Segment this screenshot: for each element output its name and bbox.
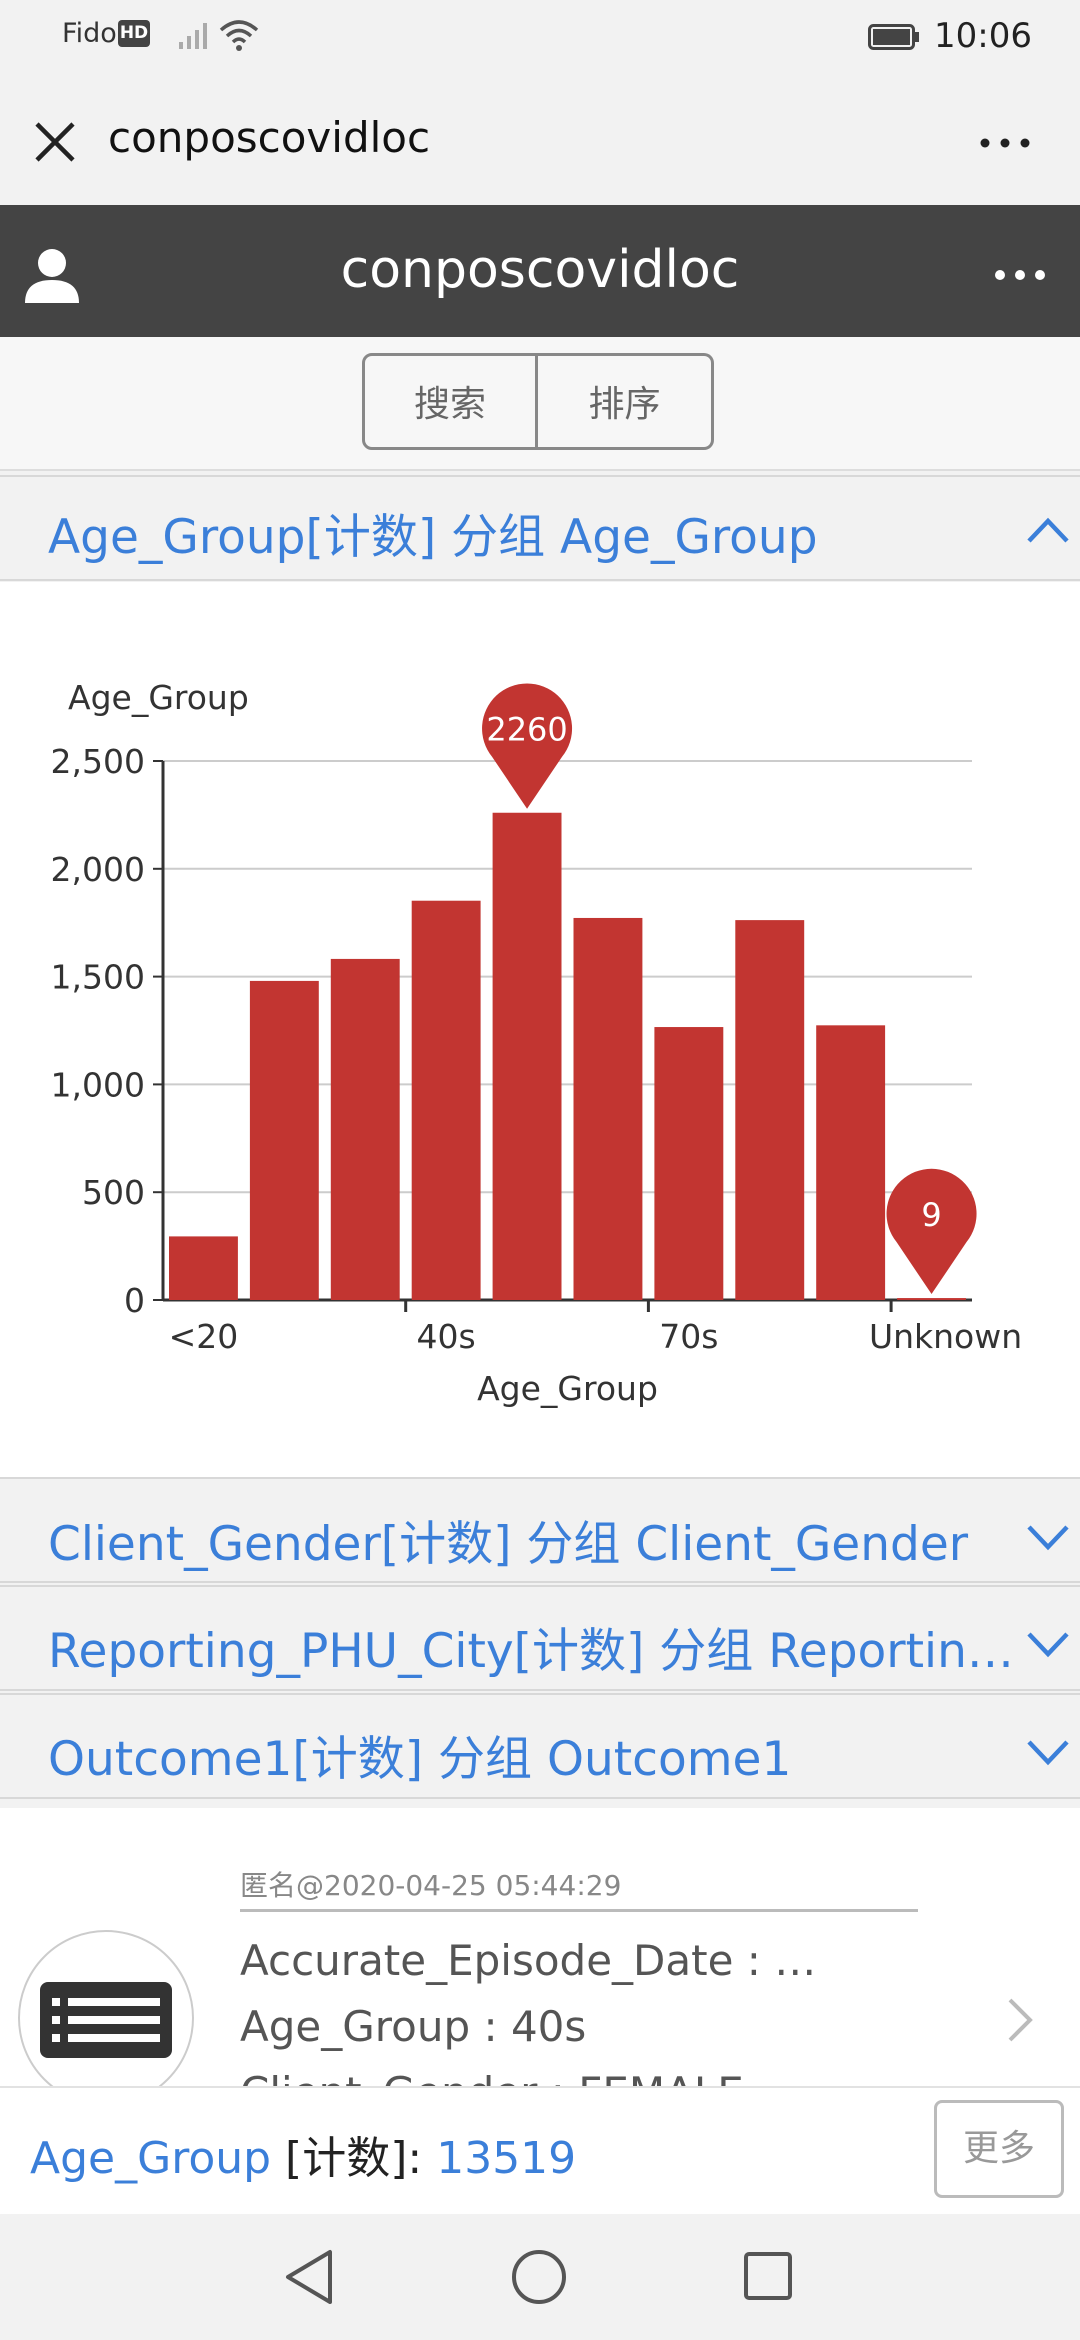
app-title: conposcovidloc <box>340 240 740 300</box>
x-tick-label: Unknown <box>869 1317 1022 1356</box>
record-field: Client_Gender : FEMALE <box>240 2068 744 2086</box>
section-header-outcome1[interactable] <box>0 1693 1080 1799</box>
summary-key[interactable]: Age_Group <box>30 2133 272 2184</box>
divider <box>240 1909 918 1912</box>
close-icon[interactable] <box>30 117 80 167</box>
list-icon <box>40 1982 172 2058</box>
section-title: Reporting_PHU_City[计数] 分组 Reporting_PHU_… <box>48 1624 1026 1679</box>
battery-icon <box>868 24 919 50</box>
x-tick-label: 40s <box>417 1317 476 1356</box>
section-title: Client_Gender[计数] 分组 Client_Gender <box>48 1517 969 1572</box>
marker-label: 2260 <box>486 711 567 749</box>
section-header-client-gender[interactable] <box>0 1477 1080 1583</box>
back-icon[interactable] <box>282 2248 336 2306</box>
chart-panel: 0 500 1,000 1,500 2,000 2,500 Age_Group <20 40s 7… <box>0 582 1080 1477</box>
carrier-name: Fido <box>62 18 117 49</box>
summary-footer <box>0 2086 1080 2216</box>
bar <box>735 920 805 1300</box>
system-nav-bar <box>0 2214 1080 2340</box>
sort-button[interactable]: 排序 <box>538 353 714 450</box>
bar <box>897 1298 966 1300</box>
app-header <box>0 205 1080 337</box>
signal-icon <box>179 23 207 49</box>
y-axis-label: Age_Group <box>68 678 249 717</box>
summary-label: [计数]: <box>271 2133 437 2184</box>
y-tick-label: 1,500 <box>51 958 145 997</box>
bar <box>411 900 481 1300</box>
chevron-down-icon[interactable] <box>1026 1629 1070 1659</box>
chevron-right-icon[interactable] <box>1005 1995 1035 2045</box>
marker-pin <box>886 1168 977 1295</box>
age-group-bar-chart: 0 500 1,000 1,500 2,000 2,500 Age_Group <20 40s 7… <box>51 678 1023 1408</box>
marker-pin <box>482 683 573 809</box>
record-avatar <box>18 1930 194 2086</box>
window-title: conposcovidloc <box>108 113 431 162</box>
y-tick-label: 1,000 <box>51 1065 145 1104</box>
hd-badge: HD <box>118 20 150 47</box>
bar <box>330 958 400 1300</box>
y-tick-label: 2,500 <box>51 742 145 781</box>
more-icon[interactable] <box>990 260 1050 290</box>
bar <box>169 1236 238 1300</box>
record-list-item[interactable]: 匿名@2020-04-25 05:44:29 Accurate_Episode_… <box>0 1808 1080 2086</box>
section-title: Age_Group[计数] 分组 Age_Group <box>48 510 818 565</box>
marker-label: 9 <box>921 1196 941 1234</box>
y-tick-label: 2,000 <box>51 850 145 889</box>
wifi-icon <box>219 20 259 51</box>
recent-apps-icon[interactable] <box>742 2250 794 2302</box>
chevron-down-icon[interactable] <box>1026 1522 1070 1552</box>
home-icon[interactable] <box>510 2248 568 2306</box>
section-header-age-group[interactable] <box>0 475 1080 581</box>
section-header-reporting-phu-city[interactable] <box>0 1585 1080 1691</box>
record-field: Accurate_Episode_Date : … <box>240 1936 817 1985</box>
title-bar <box>0 75 1080 205</box>
clock: 10:06 <box>934 16 1032 56</box>
x-tick-label: 70s <box>659 1317 718 1356</box>
x-tick-label: <20 <box>169 1317 239 1356</box>
more-icon[interactable] <box>975 118 1035 168</box>
chevron-up-icon[interactable] <box>1026 515 1070 545</box>
search-button[interactable]: 搜索 <box>362 353 538 450</box>
bar <box>654 1027 724 1300</box>
x-axis-label: Age_Group <box>477 1369 658 1408</box>
summary-value[interactable]: 13519 <box>436 2133 577 2184</box>
summary-text: Age_Group [计数]: 13519 <box>30 2122 576 2186</box>
bar <box>492 812 562 1300</box>
bar <box>249 980 319 1300</box>
y-tick-label: 500 <box>82 1173 145 1212</box>
y-tick-label: 0 <box>124 1281 145 1320</box>
bar <box>816 1025 886 1300</box>
section-title: Outcome1[计数] 分组 Outcome1 <box>48 1732 792 1787</box>
more-button[interactable]: 更多 <box>934 2100 1064 2198</box>
bar <box>573 917 643 1300</box>
record-meta: 匿名@2020-04-25 05:44:29 <box>240 1869 622 1902</box>
chevron-down-icon[interactable] <box>1026 1737 1070 1767</box>
record-field: Age_Group : 40s <box>240 2002 587 2051</box>
user-icon[interactable] <box>22 245 82 305</box>
